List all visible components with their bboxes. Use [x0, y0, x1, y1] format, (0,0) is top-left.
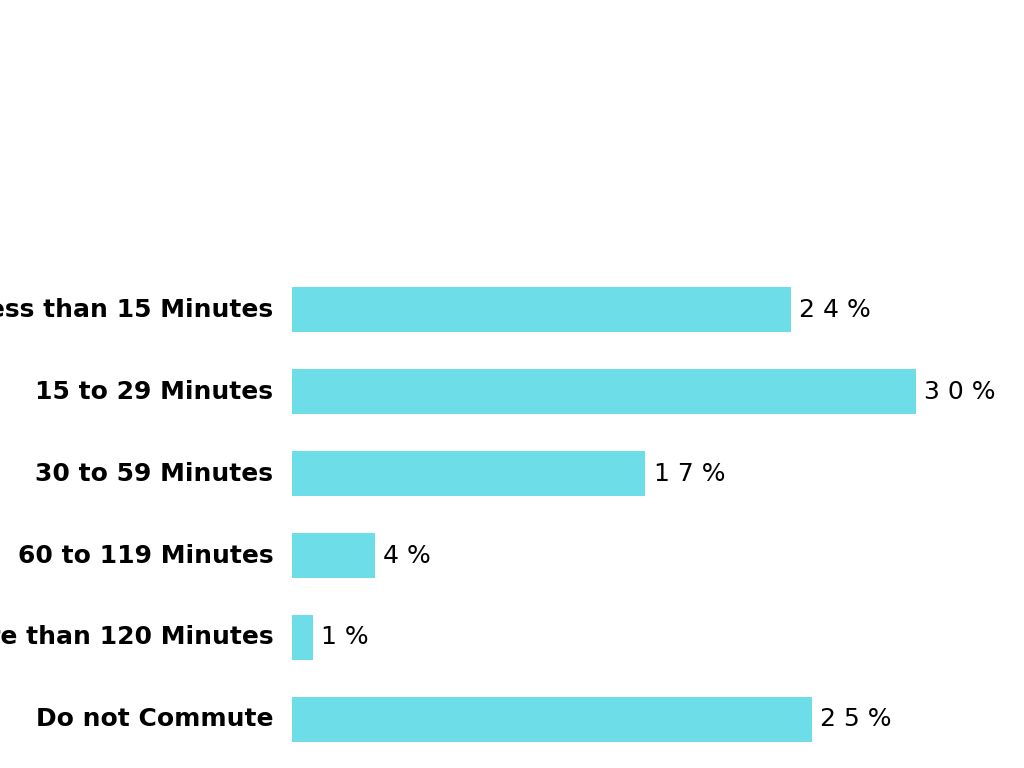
Text: 60 to 119 Minutes: 60 to 119 Minutes: [17, 544, 273, 568]
Bar: [292, 369, 915, 414]
Bar: [292, 533, 375, 578]
Text: Average Commute in: Average Commute in: [338, 66, 1024, 123]
Text: 30 to 59 Minutes: 30 to 59 Minutes: [35, 462, 273, 485]
Bar: [292, 697, 812, 742]
Text: 15 to 29 Minutes: 15 to 29 Minutes: [35, 379, 273, 404]
Text: Less than 15 Minutes: Less than 15 Minutes: [0, 298, 273, 322]
Text: More than 120 Minutes: More than 120 Minutes: [0, 625, 273, 650]
Text: 3 0 %: 3 0 %: [924, 379, 995, 404]
Bar: [292, 451, 645, 496]
Text: 2 5 %: 2 5 %: [820, 707, 892, 731]
Text: United States: United States: [338, 159, 788, 216]
Text: By HQHIRE.COM: By HQHIRE.COM: [338, 233, 440, 247]
Text: Do not Commute: Do not Commute: [36, 707, 273, 731]
Text: 1 7 %: 1 7 %: [653, 462, 725, 485]
Text: 2 4 %: 2 4 %: [799, 298, 870, 322]
Bar: [292, 615, 312, 660]
Bar: [292, 287, 791, 333]
Text: 1 %: 1 %: [321, 625, 369, 650]
Text: 4 %: 4 %: [383, 544, 431, 568]
